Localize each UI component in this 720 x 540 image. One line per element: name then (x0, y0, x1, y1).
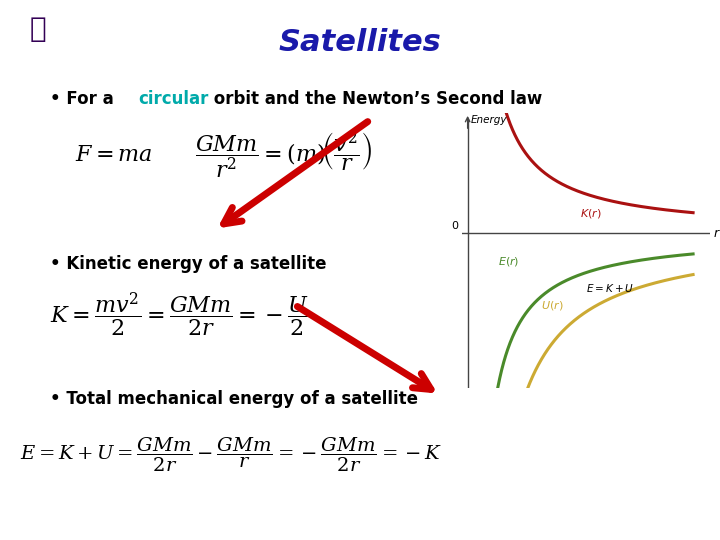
Text: $E = K + U = \dfrac{GMm}{2r} - \dfrac{GMm}{r} = -\dfrac{GMm}{2r} = -K$: $E = K + U = \dfrac{GMm}{2r} - \dfrac{GM… (20, 436, 442, 474)
Text: $K = \dfrac{mv^2}{2} = \dfrac{GMm}{2r} = -\dfrac{U}{2}$: $K = \dfrac{mv^2}{2} = \dfrac{GMm}{2r} =… (50, 291, 309, 339)
Text: $U(r)$: $U(r)$ (541, 300, 564, 313)
Text: circular: circular (138, 90, 208, 108)
Text: $E = K + U$: $E = K + U$ (586, 282, 634, 294)
Text: • For a: • For a (50, 90, 120, 108)
Text: 🦎: 🦎 (30, 15, 46, 43)
Text: $E(r)$: $E(r)$ (498, 255, 519, 268)
Text: $r$: $r$ (714, 227, 720, 240)
Text: 0: 0 (451, 220, 459, 231)
Text: $K(r)$: $K(r)$ (580, 207, 602, 220)
Text: • Kinetic energy of a satellite: • Kinetic energy of a satellite (50, 255, 326, 273)
Text: • Total mechanical energy of a satellite: • Total mechanical energy of a satellite (50, 390, 418, 408)
Text: $\dfrac{GMm}{r^2} = (m)\!\left(\dfrac{v^2}{r}\right)$: $\dfrac{GMm}{r^2} = (m)\!\left(\dfrac{v^… (195, 129, 372, 181)
Text: Energy: Energy (471, 116, 508, 125)
Text: orbit and the Newton’s Second law: orbit and the Newton’s Second law (208, 90, 542, 108)
Text: $F = ma$: $F = ma$ (75, 145, 153, 165)
Text: Satellites: Satellites (279, 28, 441, 57)
